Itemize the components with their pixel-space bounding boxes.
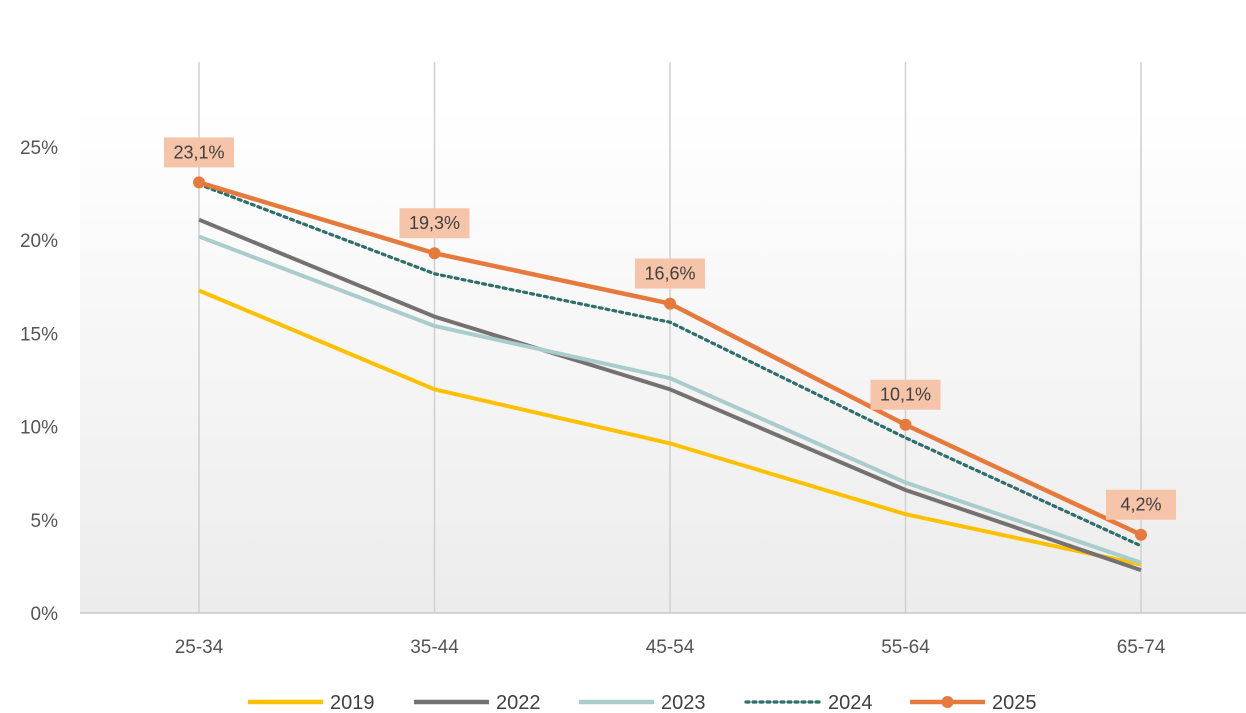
data-label: 10,1% — [880, 385, 931, 405]
legend-label-2025: 2025 — [992, 692, 1037, 713]
y-tick-label: 0% — [31, 604, 59, 625]
data-point-2025-55-64 — [899, 418, 912, 431]
x-tick-label: 35-44 — [410, 637, 459, 658]
series-line-2019 — [198, 288, 1142, 567]
data-label: 23,1% — [173, 142, 224, 162]
axes: 0% 5% 10% 15% 20% 25% 25-34 35-44 45-54 55-64 65-7… — [20, 138, 1246, 658]
data-label-box — [1106, 489, 1176, 520]
series-line-2023 — [198, 234, 1142, 565]
x-tick-label: 65-74 — [1117, 637, 1166, 658]
legend-label-2019: 2019 — [330, 692, 375, 713]
y-tick-label: 5% — [31, 511, 59, 532]
y-tick-label: 10% — [20, 418, 58, 439]
plot-background — [80, 105, 1246, 613]
data-label-box — [635, 258, 705, 289]
x-tick-label: 55-64 — [881, 637, 930, 658]
data-point-2025-35-44 — [428, 247, 441, 260]
x-tick-label: 25-34 — [175, 637, 224, 658]
legend-label-2024: 2024 — [828, 692, 873, 713]
data-label: 19,3% — [409, 213, 460, 233]
series-lines — [193, 176, 1147, 573]
y-tick-label: 15% — [20, 324, 58, 345]
legend-marker-2025 — [941, 696, 954, 708]
data-label: 4,2% — [1120, 495, 1161, 515]
series-line-2024 — [197, 182, 1143, 548]
y-tick-label: 25% — [20, 138, 58, 159]
legend: 2019 2022 2023 2024 2025 — [248, 692, 1037, 713]
data-point-2025-45-54 — [664, 297, 676, 310]
data-point-2025-25-34 — [193, 176, 205, 189]
data-label-box — [164, 137, 234, 168]
data-label-box — [399, 208, 470, 239]
legend-label-2023: 2023 — [661, 692, 706, 713]
data-label-box — [870, 379, 941, 410]
series-line-2022 — [198, 217, 1142, 573]
legend-label-2022: 2022 — [496, 692, 541, 713]
data-label: 16,6% — [644, 264, 695, 284]
data-labels: 23,1% 19,3% 16,6% 10,1% 4,2% — [164, 137, 1176, 520]
y-tick-label: 20% — [20, 231, 58, 252]
x-tick-label: 45-54 — [646, 637, 695, 658]
data-point-2025-65-74 — [1135, 528, 1147, 541]
